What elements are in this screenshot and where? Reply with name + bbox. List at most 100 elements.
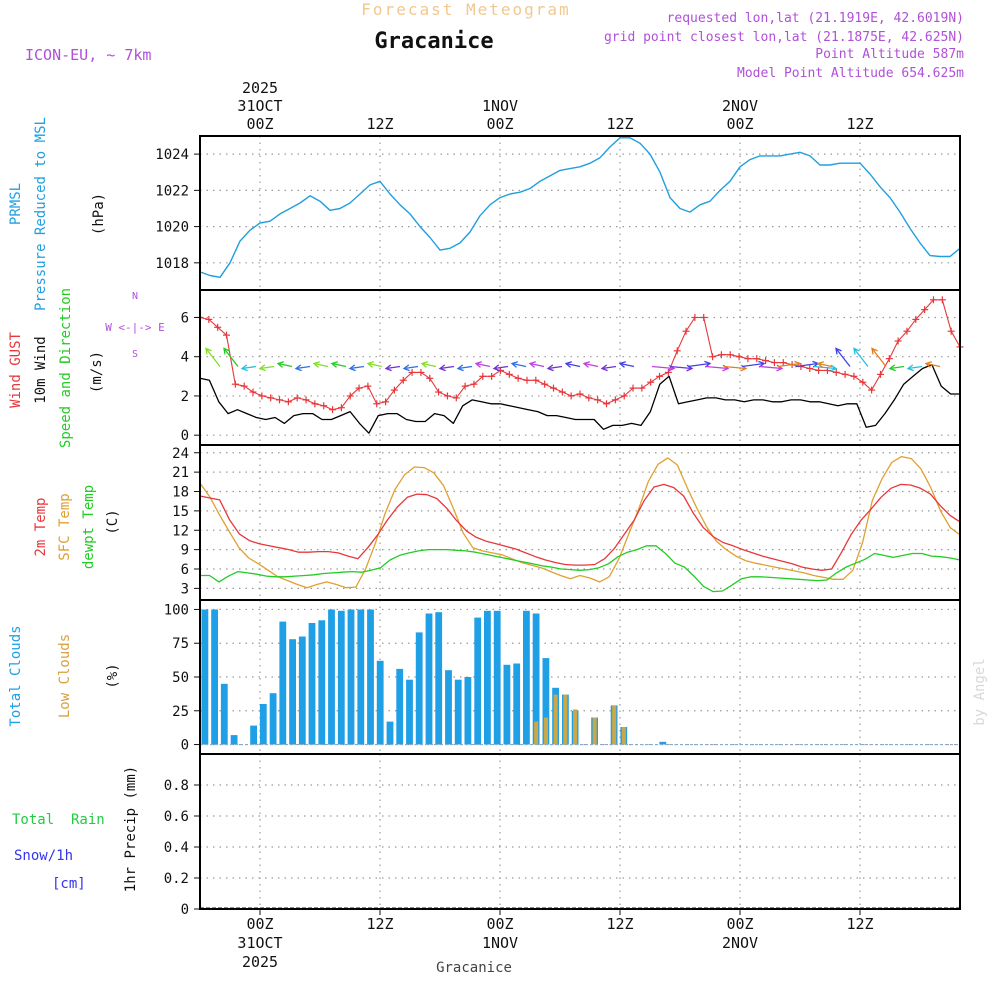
total-cloud-bar [464, 677, 472, 745]
wind-arrow [223, 347, 239, 367]
requested-coords: requested lon,lat (21.1919E, 42.6019N) [667, 11, 964, 26]
total-cloud-bar [425, 613, 433, 745]
low-cloud-bar [612, 705, 617, 745]
y-tick-label: 12 [172, 523, 189, 539]
wind-arrow-head [582, 361, 590, 368]
time-label-top: 31OCT [237, 97, 282, 115]
temp2m-label: 2m Temp [33, 497, 49, 556]
pressure-unit: (hPa) [91, 193, 107, 235]
compass-north: N [132, 291, 138, 302]
total-cloud-bar [445, 670, 452, 745]
y-tick-label: 0 [181, 428, 189, 444]
time-label-bottom: 12Z [606, 915, 633, 933]
gust-marker [859, 378, 867, 386]
wind-arrow [546, 364, 563, 372]
wind-arrow [528, 361, 545, 368]
panel-frame [199, 289, 961, 446]
low-cloud-bar [563, 694, 568, 745]
total-cloud-bar [659, 741, 667, 745]
total-cloud-bar [532, 613, 540, 745]
wind-arrow-head [402, 364, 410, 372]
gust-marker [417, 368, 425, 376]
gust-marker [929, 296, 937, 304]
gust-marker [620, 392, 628, 400]
wind-arrow-shaft [223, 348, 239, 367]
total-cloud-bar [415, 632, 423, 745]
total-cloud-bar [376, 660, 384, 745]
wind-arrow-shaft [925, 362, 941, 368]
gust-marker [709, 353, 717, 361]
location-title: Gracanice [374, 29, 493, 54]
wind-arrow-shaft [651, 365, 675, 370]
total-cloud-bar [406, 679, 413, 745]
wind-unit: (m/s) [89, 351, 105, 393]
data-layer [196, 137, 964, 909]
gust-marker [638, 384, 646, 392]
time-label-bottom: 00Z [486, 915, 513, 933]
wind-arrow-shaft [835, 348, 851, 367]
time-label-bottom: 31OCT [237, 934, 282, 952]
gust-marker [567, 392, 575, 400]
gust-marker [284, 398, 292, 406]
gust-marker [426, 374, 434, 382]
total-cloud-bar [279, 621, 287, 745]
wind-arrow [402, 364, 419, 372]
total-cloud-bar [523, 610, 530, 745]
wind-arrow-head [223, 347, 230, 355]
gust-marker [364, 382, 372, 390]
wind-arrow-shaft [817, 362, 833, 368]
y-tick-label: 0 [181, 902, 189, 918]
time-label-bottom: 00Z [246, 915, 273, 933]
wind-arrow-shaft [889, 365, 905, 370]
precip-unit: 1hr Precip (mm) [123, 766, 139, 892]
wind-arrow-shaft [705, 365, 729, 370]
dewpt-line [200, 545, 961, 593]
total-cloud-bar [298, 636, 306, 745]
sfc-temp-line [199, 455, 961, 589]
wind-arrow-shaft [349, 365, 365, 370]
y-tick-label: 1020 [155, 220, 189, 236]
point-altitude: Point Altitude 587m [815, 47, 964, 62]
wind-arrow [600, 364, 617, 372]
axis-layer: 1018102010221024024636912151821240255075… [155, 79, 961, 971]
wind-arrow-head [546, 364, 554, 372]
total-cloud-bar [337, 610, 345, 745]
wind-arrow-shaft [421, 362, 437, 368]
y-tick-label: 24 [172, 446, 189, 462]
y-tick-label: 25 [172, 704, 189, 720]
footer-location: Gracanice [436, 960, 512, 976]
panel-frame [199, 753, 961, 910]
time-label-top: 1NOV [482, 97, 518, 115]
wind-arrow-head [906, 364, 914, 372]
pressure-labels: PRMSL Pressure Reduced to MSL (hPa) [8, 117, 107, 311]
wind-arrow-shaft [741, 362, 765, 368]
wind-arrow [276, 361, 293, 368]
wind-arrow [906, 364, 923, 372]
wind-arrow-shaft [687, 362, 711, 368]
gust-marker [603, 400, 611, 408]
time-label-top: 2025 [242, 79, 278, 97]
gust-marker [549, 384, 557, 392]
wind-arrow [438, 364, 455, 372]
wind-arrow [258, 364, 275, 372]
wind-arrow-head [871, 347, 878, 355]
pressure-line [199, 137, 961, 278]
wind-arrow-shaft [529, 362, 545, 368]
wind-arrow-shaft [241, 365, 257, 370]
wind-arrow [474, 361, 491, 368]
low-cloud-bar [621, 727, 626, 745]
wind-arrow-shaft [601, 365, 617, 370]
wind-arrow-shaft [813, 365, 837, 370]
wind-arrow-shaft [385, 365, 401, 370]
total-cloud-bar [250, 725, 257, 745]
wind-arrow [492, 364, 509, 372]
time-label-top: 12Z [606, 115, 633, 133]
wind-arrow-shaft [313, 362, 329, 368]
gust-marker [726, 351, 734, 359]
gust-marker [558, 388, 566, 396]
y-tick-label: 18 [172, 485, 189, 501]
gust-marker [249, 388, 257, 396]
gust-marker [735, 353, 743, 361]
wind-arrow [456, 364, 473, 372]
